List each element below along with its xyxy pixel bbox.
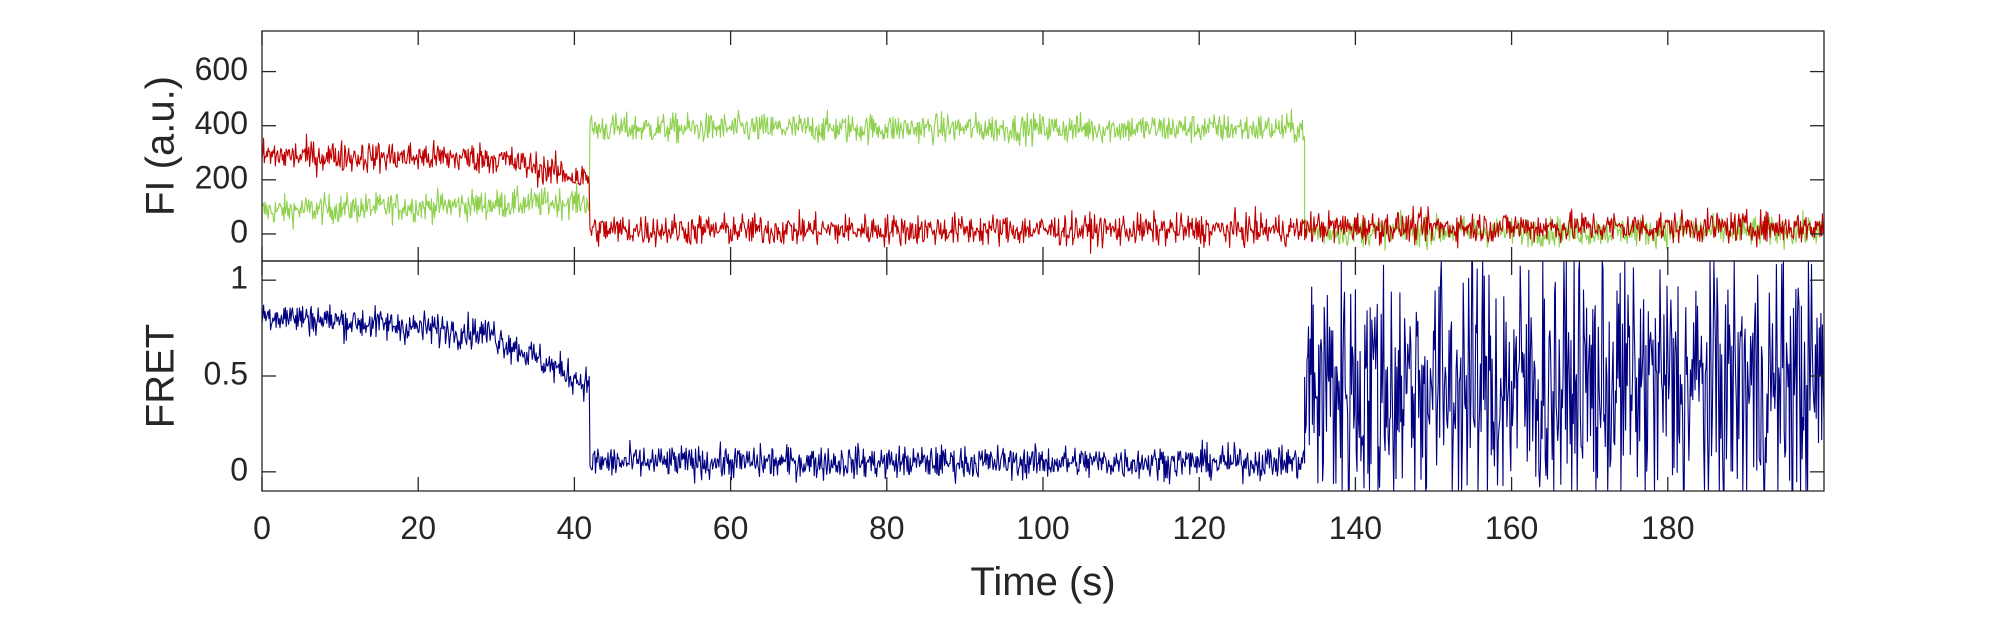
fret-y-axis-label: FRET: [139, 324, 183, 428]
acceptor-trace: [261, 133, 1825, 254]
fret-panel: 00.51 0 20 40 60 80 100 120 140 160 180 FRET Time…: [139, 260, 1825, 604]
x-tick-label: 40: [557, 510, 593, 546]
x-tick-label: 60: [713, 510, 749, 546]
x-tick-label: 120: [1173, 510, 1226, 546]
y-tick-label: 400: [195, 105, 248, 141]
x-tick-label: 0: [253, 510, 271, 546]
y-tick-label: 0: [230, 213, 248, 249]
y-tick-label: 200: [195, 159, 248, 195]
donor-trace: [261, 109, 1825, 251]
x-tick-label: 20: [400, 510, 436, 546]
y-tick-label: 600: [195, 51, 248, 87]
time-x-axis-label: Time (s): [970, 560, 1115, 604]
fret-trace: [261, 260, 1825, 492]
x-tick-label: 140: [1329, 510, 1382, 546]
x-tick-label: 160: [1485, 510, 1538, 546]
fluorescence-y-axis-label: FI (a.u.): [139, 76, 183, 216]
x-tick-label: 80: [869, 510, 905, 546]
fluorescence-traces: [261, 109, 1825, 254]
x-tick-label: 100: [1016, 510, 1069, 546]
time-x-ticks: 0 20 40 60 80 100 120 140 160 180: [253, 261, 1694, 546]
fluorescence-panel: 0 200 400 600 FI (a.u.): [139, 30, 1825, 262]
fret-traces: [261, 260, 1825, 492]
fluorescence-y-ticks: 0 200 400 600: [195, 31, 1824, 261]
y-tick-label: 0.5: [204, 355, 248, 391]
y-tick-label: 0: [230, 451, 248, 487]
y-tick-label: 1: [230, 260, 248, 296]
fret-y-ticks: 00.51: [204, 260, 1824, 487]
x-tick-label: 180: [1641, 510, 1694, 546]
